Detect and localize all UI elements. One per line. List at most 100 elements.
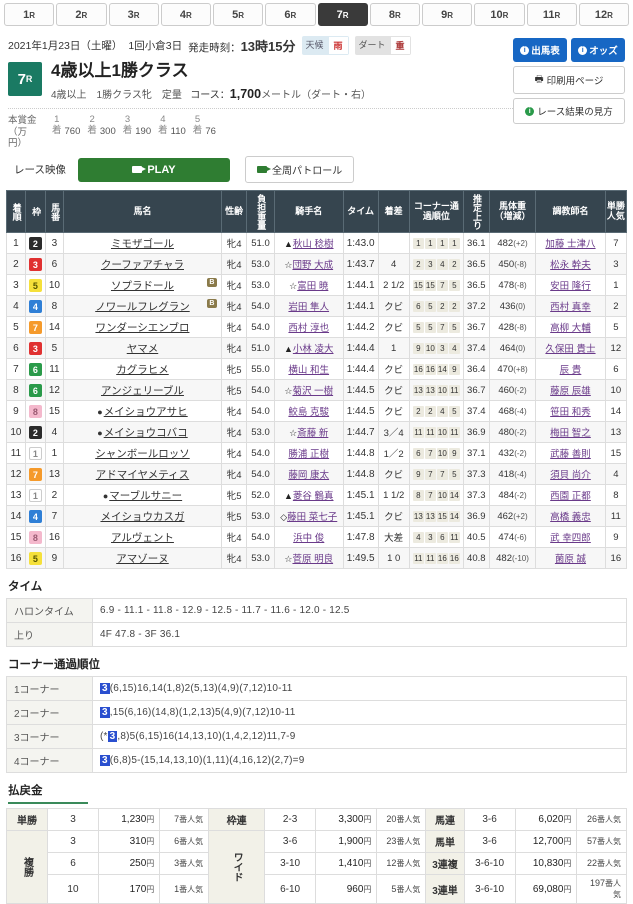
race-tab-10[interactable]: 10R (474, 3, 525, 26)
bracket-color-box: 8 (28, 404, 42, 418)
cell-horse-name: ●メイショウアサヒ (62, 400, 222, 423)
corner-position: 7 (424, 468, 436, 480)
horse-name-link[interactable]: ヤマメ (126, 342, 159, 355)
trainer-link[interactable]: 武 幸四郎 (550, 533, 591, 545)
cell-jockey: ☆菅原 明良 (273, 547, 344, 570)
horse-name-link[interactable]: メイショウカスガ (100, 510, 185, 523)
race-tab-4[interactable]: 4R (160, 3, 211, 26)
trainer-link[interactable]: 西村 真幸 (550, 302, 591, 314)
trainer-link[interactable]: 高橋 義忠 (550, 512, 591, 524)
cell-horse-number: 14 (44, 316, 64, 339)
race-tab-1[interactable]: 1R (4, 3, 55, 26)
jockey-link[interactable]: 秋山 稔樹 (292, 239, 334, 251)
trainer-link[interactable]: 梅田 智之 (550, 428, 591, 440)
trainer-link[interactable]: 笹田 和秀 (550, 407, 591, 419)
cell-corner-positions: 6 7 10 9 (408, 442, 464, 465)
payout-popularity: 22番人気 (576, 852, 627, 876)
cell-weight: 53.0 (246, 421, 275, 444)
jockey-link[interactable]: 藤田 菜七子 (287, 512, 338, 524)
jockey-link[interactable]: 団野 大成 (292, 260, 334, 272)
horse-name-link[interactable]: アマゾーヌ (116, 552, 169, 565)
prize-item: 5 着 76 (193, 114, 216, 137)
payout-amount: 12,700円 (514, 830, 578, 854)
trainer-link[interactable]: 武藤 善則 (550, 449, 591, 461)
horse-name-link[interactable]: クーファアチャラ (100, 258, 184, 271)
horse-name-link[interactable]: ワンダーシエンブロ (95, 321, 190, 334)
trainer-link[interactable]: 加藤 士津八 (545, 239, 596, 251)
trainer-link[interactable]: 菌原 誠 (554, 554, 587, 566)
print-page-button[interactable]: 🖶 印刷用ページ (513, 66, 625, 94)
time-row-value: 6.9 - 11.1 - 11.8 - 12.9 - 12.5 - 11.7 -… (92, 598, 627, 624)
race-tab-5[interactable]: 5R (213, 3, 264, 26)
trainer-link[interactable]: 松永 幹夫 (550, 260, 591, 272)
jockey-link[interactable]: 富田 暁 (297, 281, 329, 293)
jockey-allowance-mark: ☆ (284, 554, 293, 565)
bracket-color-box: 4 (28, 299, 42, 313)
jockey-link[interactable]: 岩田 隼人 (288, 302, 330, 314)
horse-name-link[interactable]: シャンボールロッソ (95, 447, 190, 460)
jockey-link[interactable]: 浜中 俊 (293, 533, 325, 545)
patrol-video-button[interactable]: 全周パトロール (244, 156, 355, 184)
bracket-color-box: 2 (28, 425, 42, 439)
cell-sex-age: 牝4 (220, 421, 248, 444)
odds-button[interactable]: i オッズ (571, 38, 625, 62)
jockey-link[interactable]: 横山 和生 (288, 365, 330, 377)
horse-name-link[interactable]: メイショウアサヒ (103, 405, 188, 418)
cell-horse-weight: 470(+8) (488, 358, 537, 381)
corner-position: 1 (448, 237, 460, 249)
race-tab-11[interactable]: 11R (526, 3, 577, 26)
race-tab-2[interactable]: 2R (56, 3, 107, 26)
jockey-link[interactable]: 小林 凌大 (292, 344, 334, 356)
payout-popularity: 12番人気 (376, 852, 427, 876)
horse-name-link[interactable]: ソプラドール (110, 279, 174, 292)
trainer-link[interactable]: 安田 隆行 (550, 281, 591, 293)
trainer-link[interactable]: 久保田 貴士 (545, 344, 596, 356)
race-tab-6[interactable]: 6R (265, 3, 316, 26)
jockey-link[interactable]: 菊沢 一樹 (292, 386, 334, 398)
play-button[interactable]: PLAY (77, 157, 230, 182)
trainer-link[interactable]: 西園 正都 (550, 491, 591, 503)
jockey-link[interactable]: 鮫島 克駿 (288, 407, 330, 419)
horse-name-link[interactable]: ミモザゴール (110, 237, 174, 250)
corner-position-group: 13 13 15 14 (412, 510, 460, 522)
cell-horse-number: 7 (44, 505, 64, 528)
cell-waku: 4 (24, 295, 46, 318)
race-tab-9[interactable]: 9R (422, 3, 473, 26)
jockey-link[interactable]: 藤岡 康太 (288, 470, 330, 482)
jockey-link[interactable]: 斎藤 新 (297, 428, 329, 440)
trainer-link[interactable]: 藤原 辰雄 (550, 386, 591, 398)
cell-jockey: ▲秋山 稔樹 (273, 232, 344, 255)
corner-position: 13 (412, 384, 424, 396)
jockey-link[interactable]: 菅原 明良 (292, 554, 334, 566)
horse-weight-delta: (-6) (514, 532, 527, 542)
horse-name-link[interactable]: マーブルサニー (109, 489, 183, 502)
cell-sex-age: 牝4 (220, 463, 248, 486)
cell-corner-positions: 4 3 6 11 (408, 526, 464, 549)
cell-trainer: 加藤 士津八 (535, 232, 606, 255)
horse-name-link[interactable]: カグラヒメ (116, 363, 169, 376)
horse-name-link[interactable]: ノワールフレグラン (95, 300, 190, 313)
horse-name-link[interactable]: アルヴェント (111, 531, 174, 544)
race-tab-7[interactable]: 7R (317, 3, 368, 26)
horse-name-link[interactable]: アンジェリーブル (100, 384, 184, 397)
race-tab-8[interactable]: 8R (369, 3, 420, 26)
corner-position: 16 (448, 552, 460, 564)
race-tab-3[interactable]: 3R (108, 3, 159, 26)
trainer-link[interactable]: 辰 貴 (559, 365, 582, 377)
cell-popularity: 11 (604, 505, 628, 528)
race-tab-12[interactable]: 12R (578, 3, 629, 26)
how-to-read-button[interactable]: i レース結果の見方 (513, 98, 625, 124)
race-tab-suffix: R (238, 11, 245, 20)
payout-amount: 6,020円 (514, 808, 578, 832)
jockey-allowance-mark: ☆ (289, 281, 298, 292)
jockey-link[interactable]: 菱谷 鶴真 (292, 491, 334, 503)
entries-button[interactable]: i 出馬表 (513, 38, 567, 62)
cell-sex-age: 牝4 (220, 547, 248, 570)
horse-name-link[interactable]: アドマイヤメティス (95, 468, 190, 481)
jockey-link[interactable]: 勝浦 正樹 (288, 449, 330, 461)
trainer-link[interactable]: 高柳 大輔 (550, 323, 591, 335)
trainer-link[interactable]: 須貝 尚介 (550, 470, 591, 482)
jockey-link[interactable]: 西村 淳也 (288, 323, 330, 335)
horse-name-link[interactable]: メイショウコバコ (103, 426, 188, 439)
